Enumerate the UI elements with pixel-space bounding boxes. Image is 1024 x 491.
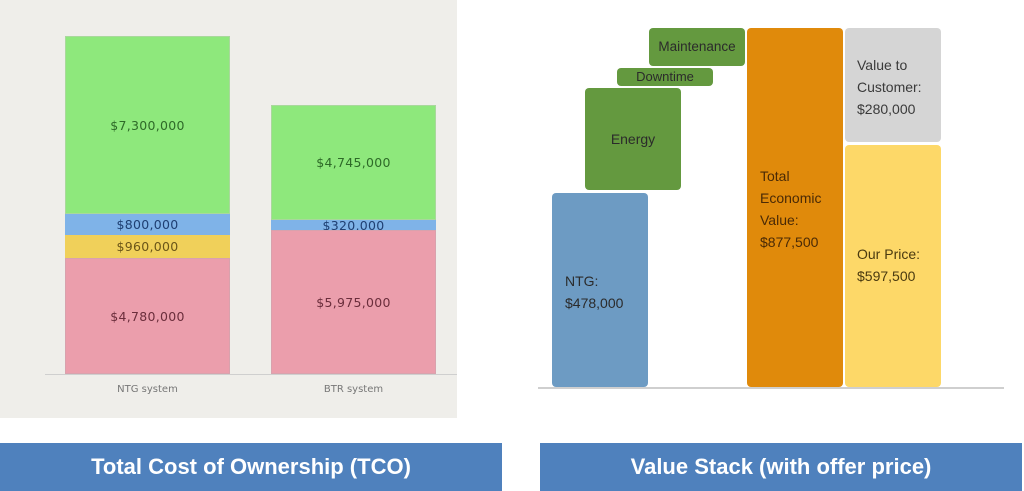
tco-segment-pink: $5,975,000 [271,230,436,374]
banner-tco: Total Cost of Ownership (TCO) [0,443,502,491]
tco-chart-panel: $7,300,000 $800,000 $960,000 $4,780,000 … [0,0,457,418]
vs-vtc-value: $280,000 [857,101,916,117]
vs-block-maintenance: Maintenance [649,28,745,66]
tco-segment-green: $4,745,000 [271,105,436,220]
vs-block-our-price: Our Price: $597,500 [845,145,941,387]
tco-segment-label: $800,000 [116,217,179,232]
tco-segment-label: $5,975,000 [316,294,391,310]
vs-block-ntg: NTG: $478,000 [552,193,648,387]
vs-price-value: $597,500 [857,268,916,284]
vs-ntg-label: NTG: [565,273,599,289]
vs-tev-line3: Value: [760,212,799,228]
vs-tev-value: $877,500 [760,234,819,250]
banner-value-stack: Value Stack (with offer price) [540,443,1022,491]
vs-block-value-to-customer: Value to Customer: $280,000 [845,28,941,142]
banner-tco-title: Total Cost of Ownership (TCO) [91,454,411,479]
tco-segment-green: $7,300,000 [65,36,230,214]
tco-segment-label: $4,745,000 [316,155,391,170]
vs-tev-line2: Economic [760,190,822,206]
tco-segment-blue: $320,000 [271,217,436,233]
vs-x-axis [538,387,1004,389]
tco-segment-label: $320,000 [322,217,385,233]
banner-value-stack-title: Value Stack (with offer price) [630,454,932,479]
tco-bar-ntg: $7,300,000 $800,000 $960,000 $4,780,000 [65,36,230,374]
tco-segment-blue: $800,000 [65,214,230,235]
tco-segment-label: $4,780,000 [110,308,185,324]
tco-x-axis [45,374,457,375]
vs-block-total-economic-value: Total Economic Value: $877,500 [747,28,843,387]
vs-block-energy: Energy [585,88,681,190]
tco-segment-label: $960,000 [116,239,179,254]
tco-x-label-btr: BTR system [323,384,384,395]
tco-bar-btr: $4,745,000 $320,000 $5,975,000 [271,105,436,374]
vs-ntg-value: $478,000 [565,295,624,311]
tco-segment-label: $7,300,000 [110,117,185,133]
tco-segment-yellow: $960,000 [65,235,230,258]
vs-vtc-line2: Customer: [857,79,922,95]
vs-tev-line1: Total [760,168,790,184]
vs-block-downtime: Downtime [617,68,713,86]
vs-price-label: Our Price: [857,246,921,262]
vs-vtc-line1: Value to [857,57,908,73]
vs-energy-label: Energy [610,131,656,147]
vs-maintenance-label: Maintenance [658,39,736,54]
tco-x-label-ntg: NTG system [117,384,178,395]
tco-segment-pink: $4,780,000 [65,258,230,374]
vs-downtime-label: Downtime [636,69,694,84]
